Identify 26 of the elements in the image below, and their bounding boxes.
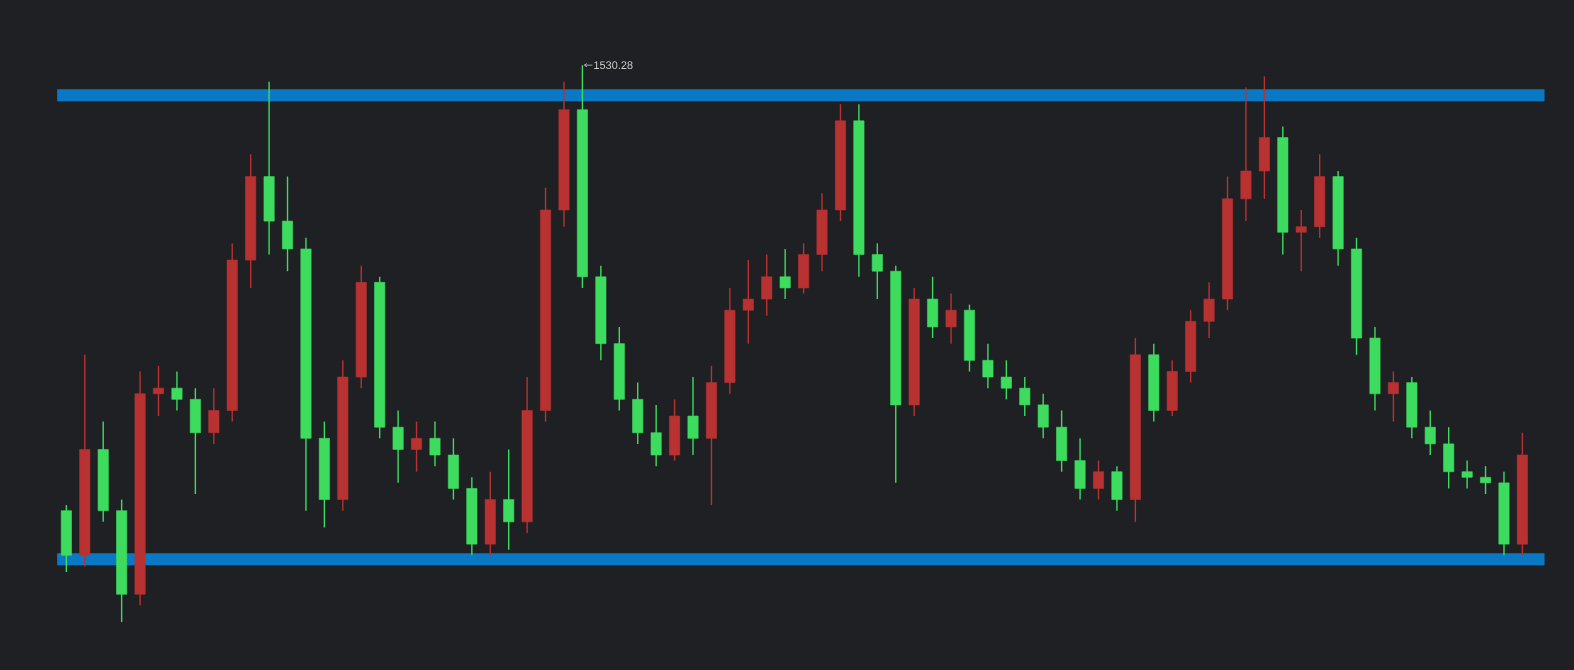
candlestick: [871, 242, 883, 300]
candlestick: [392, 409, 404, 484]
candlestick: [779, 248, 791, 300]
candlestick: [208, 387, 220, 445]
candlestick: [1019, 376, 1031, 417]
candlestick: [1037, 393, 1049, 440]
candlestick: [1461, 459, 1473, 490]
candlestick: [687, 376, 699, 456]
candlestick: [1203, 281, 1215, 339]
candlestick: [429, 420, 441, 467]
candlestick: [945, 292, 957, 345]
candlestick: [153, 365, 164, 417]
candlestick: [761, 253, 773, 317]
candlestick: [1093, 459, 1104, 501]
candlestick: [1000, 359, 1012, 401]
candlestick: [411, 420, 422, 473]
candlestick: [1387, 370, 1399, 423]
candlestick: [982, 342, 994, 389]
candlestick: [171, 370, 183, 412]
annotation: 1530.28: [594, 61, 633, 70]
candlestick: [742, 259, 754, 345]
candlestick: [1295, 209, 1307, 272]
candlestick: [1424, 409, 1436, 456]
candlestick: [1480, 465, 1492, 495]
candlestick: [503, 448, 515, 551]
candlestick: [650, 404, 662, 467]
